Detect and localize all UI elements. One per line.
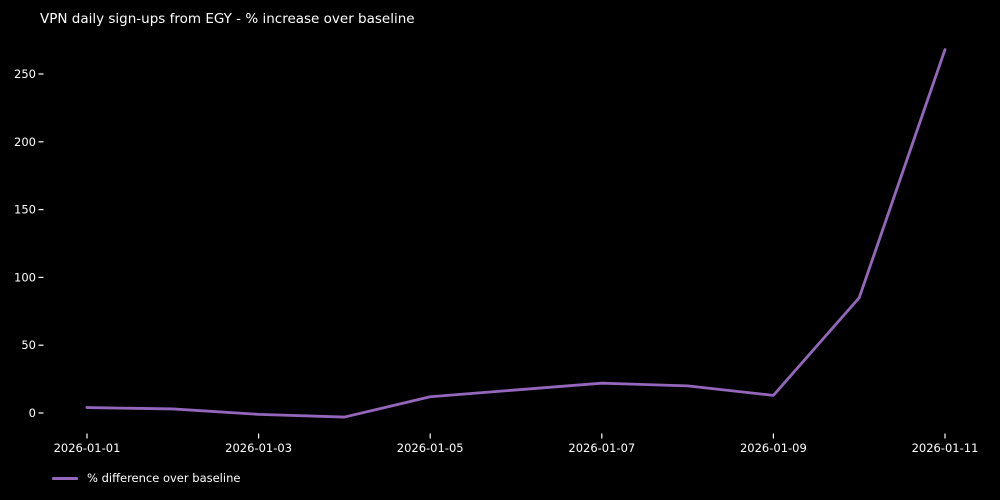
x-axis-tick-label: 2026-01-07 — [568, 441, 635, 455]
x-axis-tick-label: 2026-01-05 — [397, 441, 464, 455]
y-axis-tick-label: 200 — [14, 135, 36, 149]
chart-legend: % difference over baseline — [52, 471, 240, 486]
y-axis-tick-label: 50 — [21, 338, 36, 352]
legend-label: % difference over baseline — [87, 471, 241, 485]
y-axis-tick-label: 150 — [14, 203, 36, 217]
y-axis-tick-label: 100 — [14, 270, 36, 284]
legend-line-swatch — [52, 477, 78, 480]
x-axis-tick-label: 2026-01-03 — [225, 441, 292, 455]
data-line — [85, 48, 947, 419]
x-axis-tick-label: 2026-01-01 — [54, 441, 121, 455]
chart-title: VPN daily sign-ups from EGY - % increase… — [40, 11, 415, 27]
x-axis-tick-label: 2026-01-09 — [740, 441, 807, 455]
x-axis-tick-label: 2026-01-11 — [912, 441, 979, 455]
y-axis-tick-label: 0 — [29, 406, 36, 420]
y-axis-tick-label: 250 — [14, 67, 36, 81]
